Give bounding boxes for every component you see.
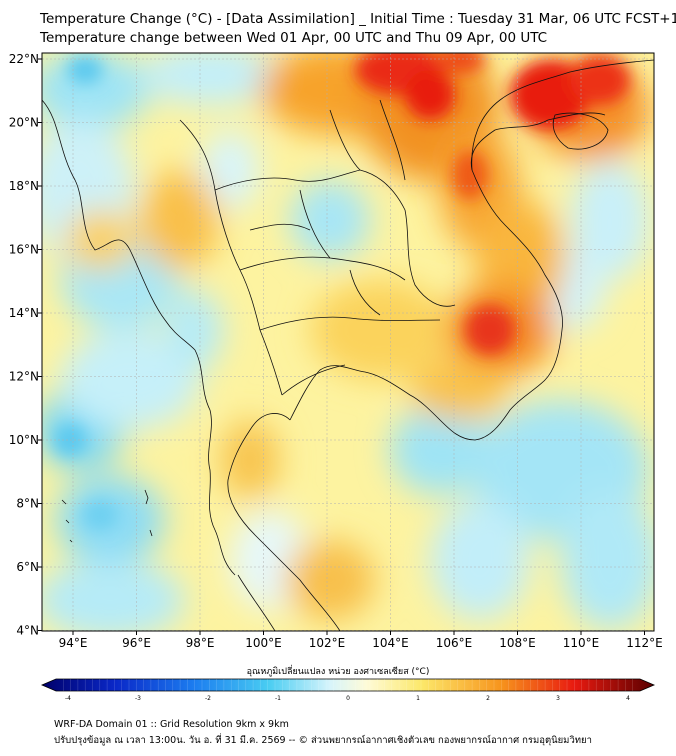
colorbar: -4 -3 -2 -1 0 1 2 3 4 <box>40 678 656 700</box>
longitude-tick-label: 100°E <box>245 636 282 650</box>
gridlines <box>42 53 654 631</box>
latitude-tick-label: 8°N <box>16 497 39 511</box>
longitude-tick-label: 102°E <box>309 636 346 650</box>
footer-model-info: WRF-DA Domain 01 :: Grid Resolution 9km … <box>54 719 289 730</box>
chart-subtitle: Temperature change between Wed 01 Apr, 0… <box>40 30 548 46</box>
colorbar-tick-label: -3 <box>135 695 141 700</box>
colorbar-label: อุณหภูมิเปลี่ยนแปลง หน่วย องศาเซลเซียส (… <box>246 667 430 677</box>
latitude-tick-label: 22°N <box>9 52 39 66</box>
longitude-tick-label: 106°E <box>436 636 473 650</box>
latitude-tick-label: 4°N <box>16 624 39 638</box>
longitude-tick-label: 110°E <box>563 636 600 650</box>
longitude-tick-label: 104°E <box>372 636 409 650</box>
latitude-tick-label: 20°N <box>9 116 39 130</box>
latitude-tick-label: 6°N <box>16 560 39 574</box>
latitude-tick-label: 10°N <box>9 433 39 447</box>
latitude-tick-label: 14°N <box>9 306 39 320</box>
longitude-tick-label: 108°E <box>499 636 536 650</box>
longitude-axis: 94°E 96°E 98°E 100°E 102°E 104°E 106°E 108°E 110… <box>59 631 663 650</box>
longitude-tick-label: 96°E <box>122 636 151 650</box>
map-frame <box>41 52 655 632</box>
latitude-tick-label: 12°N <box>9 370 39 384</box>
colorbar-tick-label: -4 <box>65 695 71 700</box>
colorbar-tick-label: -1 <box>275 695 281 700</box>
colorbar-tick-label: -2 <box>205 695 211 700</box>
colorbar-tick-label: 3 <box>556 695 560 700</box>
longitude-tick-label: 94°E <box>59 636 88 650</box>
colorbar-tick-label: 4 <box>626 695 630 700</box>
longitude-tick-label: 112°E <box>626 636 663 650</box>
latitude-tick-label: 16°N <box>9 243 39 257</box>
chart-title: Temperature Change (°C) - [Data Assimila… <box>40 11 676 27</box>
latitude-tick-label: 18°N <box>9 179 39 193</box>
coastlines-and-borders <box>42 59 654 631</box>
colorbar-tick-label: 1 <box>416 695 420 700</box>
latitude-axis: 22°N 20°N 18°N 16°N 14°N 12°N 10°N 8°N 6°N 4°N <box>9 52 42 638</box>
colorbar-tick-label: 0 <box>346 695 350 700</box>
footer-credit: ปรับปรุงข้อมูล ณ เวลา 13:00น. วัน อ. ที่… <box>54 735 592 746</box>
temperature-field <box>42 53 654 631</box>
colorbar-tick-label: 2 <box>486 695 490 700</box>
longitude-tick-label: 98°E <box>186 636 215 650</box>
map-figure: 94°E 96°E 98°E 100°E 102°E 104°E 106°E 108°E 110… <box>9 52 663 700</box>
